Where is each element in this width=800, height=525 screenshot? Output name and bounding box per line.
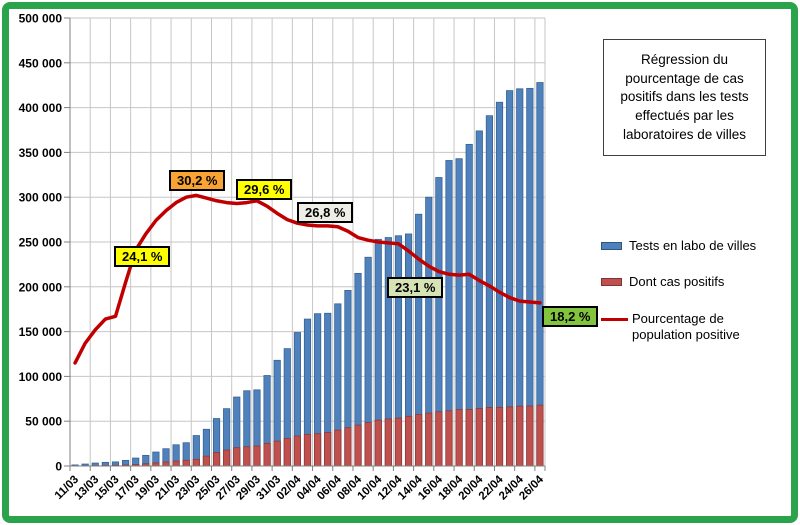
percentage-label: 18,2 % [542, 306, 599, 327]
svg-text:450 000: 450 000 [19, 56, 63, 70]
percentage-label: 30,2 % [169, 170, 226, 191]
legend-label: Dont cas positifs [629, 274, 725, 290]
percentage-label: 29,6 % [236, 179, 293, 200]
legend-item-tests: Tests en labo de villes [601, 238, 779, 254]
svg-text:0: 0 [55, 460, 62, 474]
legend-label: Pourcentage de population positive [632, 310, 740, 342]
note-box: Régression du pourcentage de cas positif… [603, 39, 766, 157]
legend-item-pourcentage: Pourcentage de population positive [601, 311, 779, 344]
percentage-label: 24,1 % [114, 246, 171, 267]
legend-swatch-positifs-icon [601, 278, 622, 287]
axes-group [64, 17, 546, 471]
svg-text:26/04: 26/04 [517, 473, 546, 502]
legend-swatch-tests-icon [601, 242, 622, 250]
bars-tests-group [71, 82, 544, 467]
legend-label: Tests en labo de villes [629, 238, 757, 253]
percentage-line [73, 193, 542, 365]
percentage-label: 23,1 % [387, 277, 444, 298]
percentage-label: 26,8 % [297, 202, 354, 223]
legend: Tests en labo de villes Dont cas positif… [601, 238, 779, 343]
svg-text:50 000: 50 000 [25, 415, 62, 429]
x-axis-labels: 11/0313/0315/0317/0319/0321/0323/0325/03… [53, 473, 547, 502]
svg-text:250 000: 250 000 [19, 236, 63, 250]
note-text: Régression du pourcentage de cas positif… [620, 52, 749, 142]
svg-text:400 000: 400 000 [19, 101, 63, 115]
svg-text:100 000: 100 000 [19, 370, 63, 384]
svg-text:200 000: 200 000 [19, 280, 63, 294]
legend-item-positifs: Dont cas positifs [601, 274, 779, 290]
svg-text:150 000: 150 000 [19, 325, 63, 339]
legend-swatch-line-icon [601, 317, 628, 321]
svg-text:300 000: 300 000 [19, 191, 63, 205]
svg-text:350 000: 350 000 [19, 146, 63, 160]
y-axis-labels: 0 50 000 100 000 150 000 200 000 250 000 300 0… [19, 12, 63, 474]
svg-text:500 000: 500 000 [19, 12, 63, 26]
